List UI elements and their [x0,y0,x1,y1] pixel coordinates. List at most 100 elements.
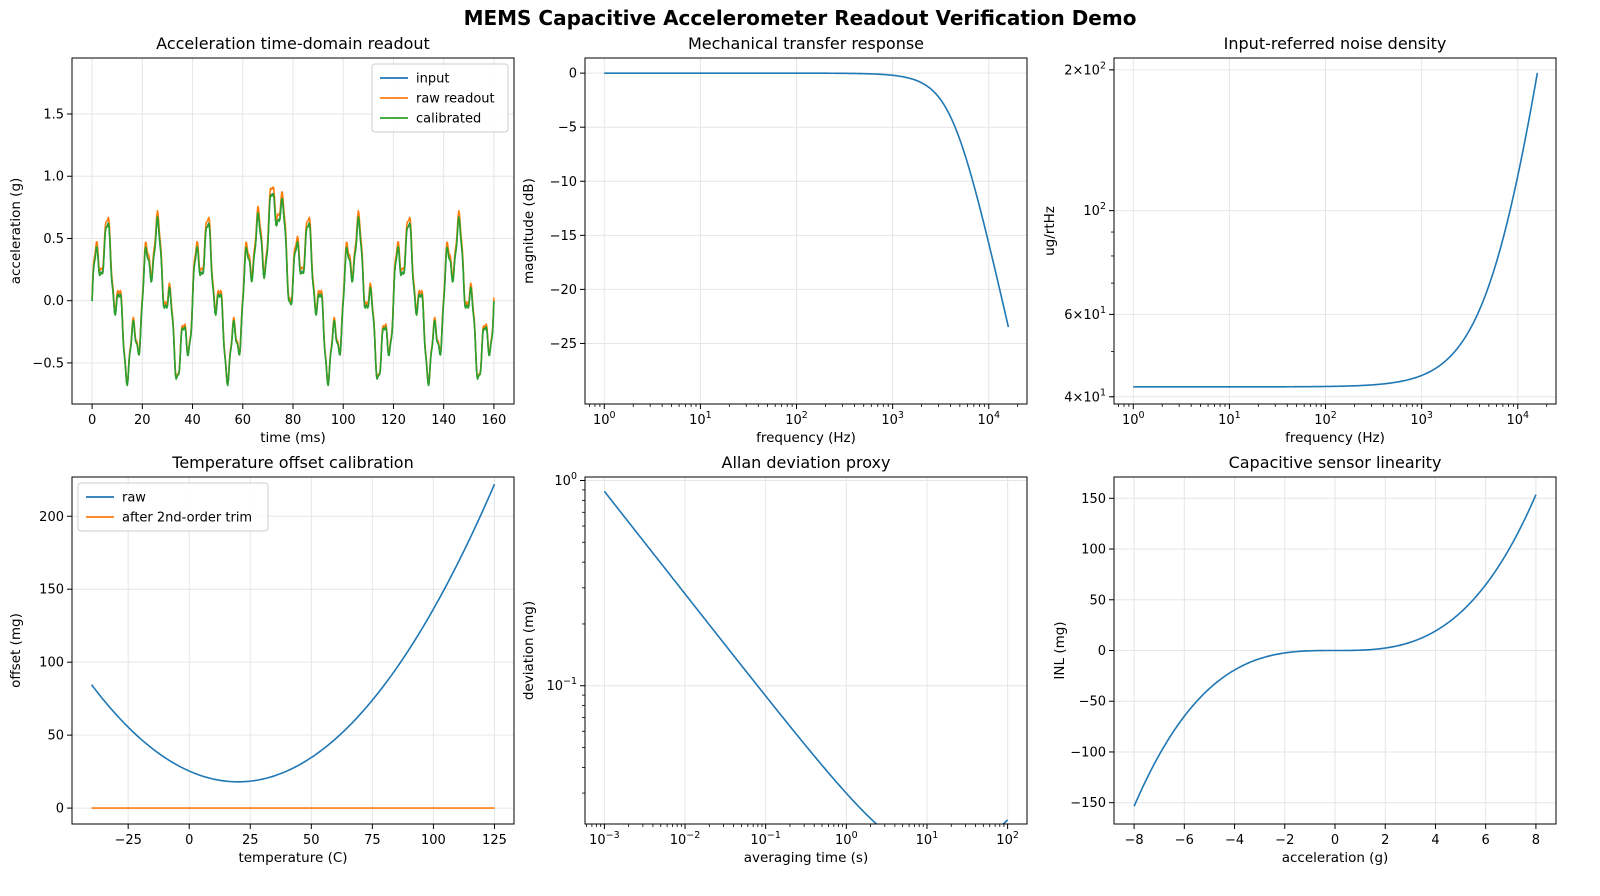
y-axis-label: INL (mg) [1052,621,1068,679]
x-tick-label: 100 [835,830,858,848]
x-tick-label: 103 [881,410,904,428]
x-tick-label: 101 [689,410,712,428]
y-axis-label: deviation (mg) [521,601,537,700]
series-line-p2 [604,72,1010,328]
x-tick-label: 0 [185,833,193,848]
y-tick-label: −100 [1070,745,1106,760]
panel-sensor-linearity: −8 −6 −4 −2 0 2 4 6 8 −150 −100 −50 0 50 100 150 Capacit… [1052,453,1557,866]
x-tick-label: 20 [134,413,151,428]
x-tick-label: 120 [381,413,406,428]
x-tick-label: 100 [421,833,446,848]
y-tick-label: 4×101 [1064,387,1106,405]
x-tick-label: 102 [1314,410,1337,428]
y-axis-label: ug/rtHz [1042,206,1058,256]
x-axis-label: time (ms) [260,430,326,446]
x-axis-label: frequency (Hz) [756,430,856,446]
x-tick-label: −2 [1275,833,1294,848]
x-axis-label: acceleration (g) [1282,850,1389,866]
panel-allan-deviation: 10−3 10−2 10−1 100 101 102 10−1 100 Allan deviat… [521,453,1028,866]
x-axis-label: averaging time (s) [744,850,869,866]
y-tick-label: −10 [550,175,577,190]
y-tick-label: 100 [554,471,577,489]
x-tick-label: 100 [331,413,356,428]
y-tick-label: 102 [1083,201,1106,219]
y-tick-label: 150 [1081,492,1106,507]
x-tick-label: 10−1 [750,830,781,848]
y-tick-label: −20 [550,283,577,298]
y-tick-label: −25 [550,337,577,352]
plot-frame [1113,57,1557,405]
y-tick-label: 10−1 [546,676,577,694]
x-tick-label: −25 [114,833,141,848]
y-tick-label: −5 [558,121,577,136]
x-axis-label: frequency (Hz) [1285,430,1385,446]
y-tick-label: 200 [39,510,64,525]
panel-acceleration-readout: 0 20 40 60 80 100 120 140 160 −0.5 0.0 0.5 1.0 1.5 Acc… [8,34,515,446]
series-line-p3 [1133,72,1539,388]
x-tick-label: 8 [1532,833,1540,848]
x-tick-label: 4 [1431,833,1439,848]
series-line-p5 [603,490,1009,824]
x-tick-label: 100 [1122,410,1145,428]
plot-frame [71,476,515,825]
y-tick-label: 0 [1098,644,1106,659]
x-tick-label: 125 [482,833,507,848]
x-tick-label: −4 [1225,833,1244,848]
y-tick-label: −15 [550,229,577,244]
y-tick-label: 0.5 [43,232,64,247]
x-tick-label: 160 [481,413,506,428]
y-tick-label: 6×101 [1064,305,1106,323]
panel-title: Capacitive sensor linearity [1229,453,1442,472]
plot-frame [584,476,1028,825]
x-tick-label: 104 [1506,410,1529,428]
panel-title: Temperature offset calibration [171,453,413,472]
y-tick-label: −0.5 [32,356,64,371]
x-tick-label: 6 [1482,833,1490,848]
y-tick-label: 0.0 [43,294,64,309]
y-axis-label: magnitude (dB) [521,178,537,284]
legend-entry: raw [122,491,146,506]
y-tick-label: 100 [39,656,64,671]
x-tick-label: −6 [1175,833,1194,848]
x-tick-label: 0 [1331,833,1339,848]
x-tick-label: 80 [285,413,302,428]
y-tick-label: 0 [56,802,64,817]
x-tick-label: 25 [242,833,259,848]
panel-title: Allan deviation proxy [722,453,891,472]
y-tick-label: −50 [1079,695,1106,710]
panel-noise-density: 100 101 102 103 104 4×101 6×101 102 2×102 Input-r… [1042,34,1557,446]
x-tick-label: 0 [88,413,96,428]
y-tick-label: 0 [569,67,577,82]
y-tick-label: 1.5 [43,108,64,123]
legend-entry: calibrated [416,112,481,127]
x-tick-label: 10−3 [589,830,620,848]
x-tick-label: 10−2 [670,830,701,848]
x-tick-label: −8 [1125,833,1144,848]
x-tick-label: 101 [916,830,939,848]
legend-entry: raw readout [416,92,495,107]
x-tick-label: 100 [593,410,616,428]
x-tick-label: 104 [977,410,1000,428]
x-tick-label: 101 [1218,410,1241,428]
panel-title: Acceleration time-domain readout [156,34,430,53]
x-tick-label: 60 [234,413,251,428]
panel-title: Input-referred noise density [1224,34,1447,53]
y-tick-label: 150 [39,583,64,598]
x-tick-label: 140 [431,413,456,428]
x-tick-label: 103 [1410,410,1433,428]
x-tick-label: 2 [1381,833,1389,848]
y-tick-label: 50 [1089,593,1106,608]
y-axis-label: offset (mg) [8,613,24,688]
y-tick-label: 2×102 [1064,60,1106,78]
x-tick-label: 50 [303,833,320,848]
panel-temperature-offset: −25 0 25 50 75 100 125 0 50 100 150 200 Temperature … [8,453,515,866]
x-tick-label: 102 [785,410,808,428]
figure-title: MEMS Capacitive Accelerometer Readout Ve… [463,6,1137,30]
panel-title: Mechanical transfer response [688,34,924,53]
x-tick-label: 40 [184,413,201,428]
y-tick-label: 100 [1081,543,1106,558]
y-tick-label: 1.0 [43,170,64,185]
x-tick-label: 75 [364,833,381,848]
panel-transfer-response: 100 101 102 103 104 0 −5 −10 −15 −20 −25 Mechanical… [521,34,1028,446]
